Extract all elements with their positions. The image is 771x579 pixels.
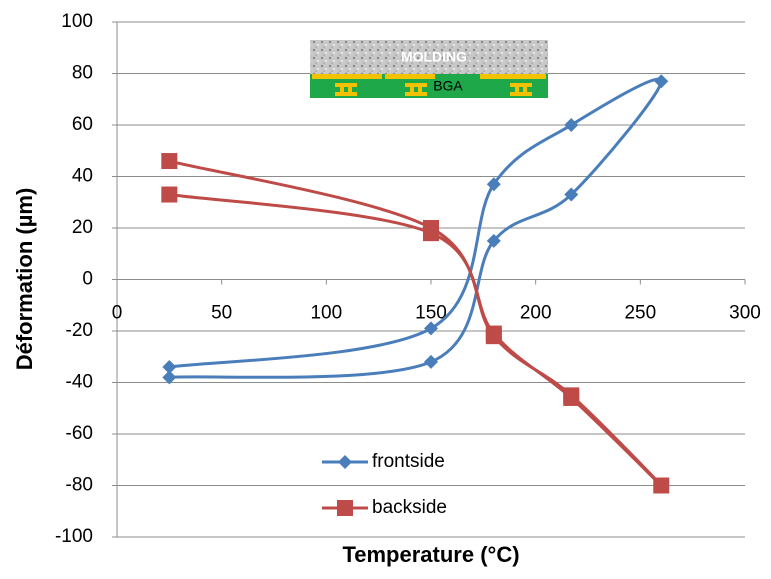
x-axis-title: Temperature (°C) [342,542,519,567]
via [515,83,519,96]
y-tick-label: -20 [66,320,93,341]
x-tick-label: 50 [211,303,232,324]
inset-label: MOLDING [401,49,467,65]
marker [423,225,439,242]
via [348,83,352,96]
legend-marker [338,455,352,469]
marker [162,360,177,375]
molding-layer [310,40,548,74]
y-axis-title: Déformation (µm) [12,188,37,371]
package-inset: MOLDING BGA [310,40,548,98]
marker [564,187,579,202]
x-tick-label: 300 [729,303,761,324]
marker [161,153,178,170]
marker [563,389,580,406]
x-tick-label: 150 [415,303,447,324]
pad [312,74,382,79]
y-tick-label: -80 [66,475,93,496]
marker [424,321,438,336]
y-tick-label: 40 [72,166,93,187]
marker [162,370,177,385]
pad [335,92,357,96]
pad [510,83,532,87]
inset-label: BGA [433,78,463,94]
x-tick-label: 100 [310,303,342,324]
marker [653,477,670,494]
y-tick-label: -60 [66,423,93,444]
x-tick-label: 250 [624,303,656,324]
y-tick-label: -100 [55,526,93,547]
via [410,83,414,96]
pad [405,92,427,96]
marker [486,233,501,248]
marker [564,118,579,132]
y-tick-label: 60 [72,114,93,135]
marker [161,186,178,203]
marker [485,325,502,342]
y-tick-label: 80 [72,63,93,84]
marker [654,74,669,89]
y-tick-label: 0 [82,269,93,290]
via [523,83,527,96]
x-tick-label: 200 [520,303,552,324]
pad [335,83,357,87]
via [340,83,344,96]
y-tick-label: -40 [66,372,93,393]
pad [480,74,546,79]
legend-label: frontside [372,451,445,472]
x-tick-label: 0 [112,303,123,324]
y-tick-label: 20 [72,217,93,238]
legend-label: backside [372,497,447,518]
pad [510,92,532,96]
y-tick-label: 100 [61,11,93,32]
marker [486,177,501,192]
via [418,83,422,96]
pad [405,83,427,87]
legend-marker [337,500,353,516]
marker [424,354,438,369]
pad [385,74,435,79]
